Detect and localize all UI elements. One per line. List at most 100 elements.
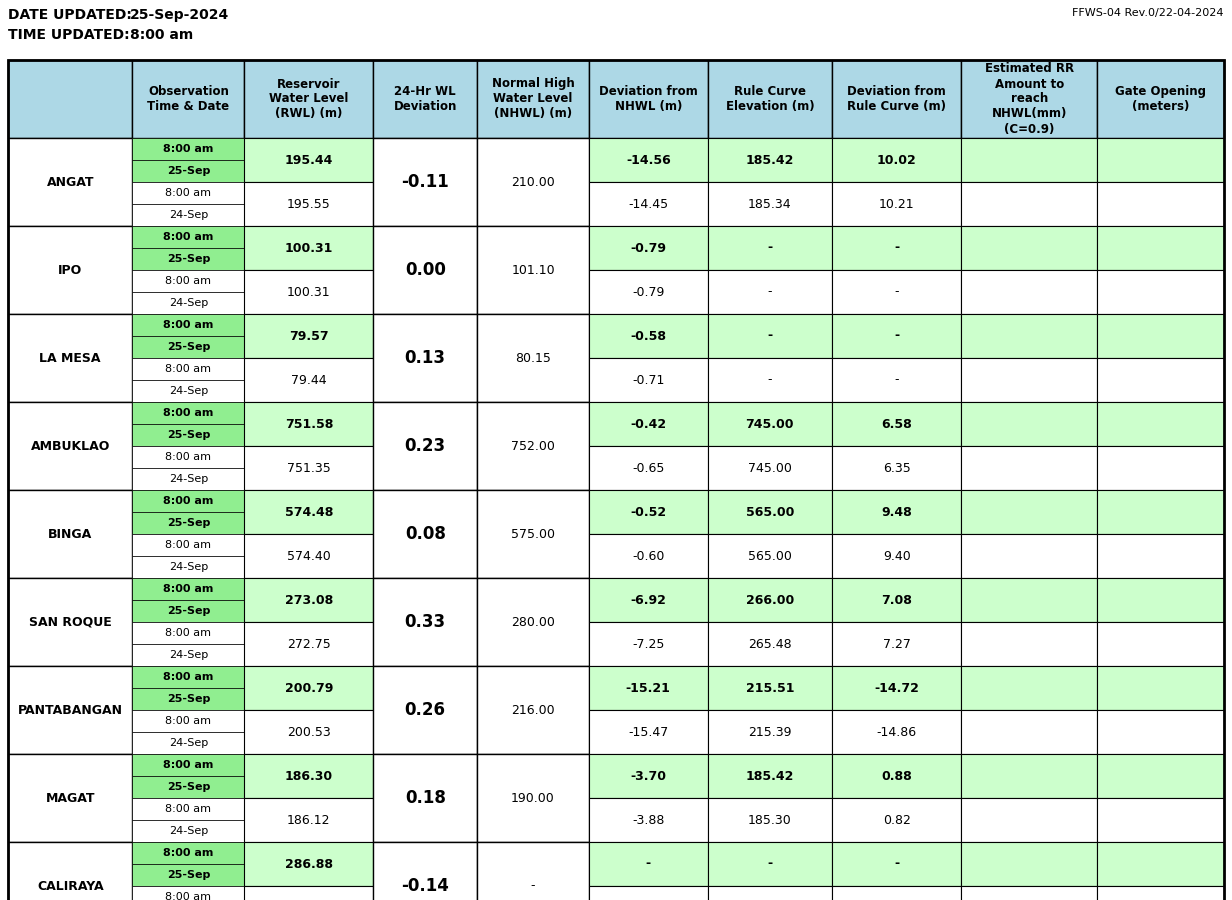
Bar <box>373 842 477 900</box>
Bar <box>707 754 832 798</box>
Text: 185.34: 185.34 <box>748 197 792 211</box>
Bar <box>832 182 961 226</box>
Bar <box>7 490 133 578</box>
Bar <box>133 204 244 226</box>
Text: 25-Sep: 25-Sep <box>166 342 211 352</box>
Text: CALIRAYA: CALIRAYA <box>37 879 103 893</box>
Bar <box>589 270 707 314</box>
Bar <box>133 732 244 754</box>
Text: 0.13: 0.13 <box>405 349 446 367</box>
Text: ANGAT: ANGAT <box>47 176 94 188</box>
Text: 751.58: 751.58 <box>285 418 333 430</box>
Bar <box>477 226 589 314</box>
Bar <box>133 182 244 204</box>
Text: 574.48: 574.48 <box>285 506 333 518</box>
Bar <box>244 314 373 358</box>
Bar <box>133 600 244 622</box>
Text: 9.40: 9.40 <box>883 550 910 562</box>
Bar <box>961 842 1098 886</box>
Bar <box>707 138 832 182</box>
Text: IPO: IPO <box>58 264 83 276</box>
Text: 8:00 am: 8:00 am <box>163 408 213 418</box>
Bar <box>1098 138 1225 182</box>
Bar <box>133 380 244 402</box>
Text: 215.39: 215.39 <box>748 725 792 739</box>
Bar <box>589 314 707 358</box>
Bar <box>133 886 244 900</box>
Text: 8:00 am: 8:00 am <box>165 892 212 900</box>
Bar <box>1098 534 1225 578</box>
Bar <box>133 336 244 358</box>
Bar <box>961 270 1098 314</box>
Text: -: - <box>894 374 899 386</box>
Bar <box>7 842 133 900</box>
Bar <box>832 798 961 842</box>
Bar <box>244 226 373 270</box>
Text: 10.02: 10.02 <box>877 154 917 166</box>
Bar <box>133 490 244 512</box>
Text: Deviation from
Rule Curve (m): Deviation from Rule Curve (m) <box>848 85 946 113</box>
Bar <box>707 446 832 490</box>
Text: 8:00 am: 8:00 am <box>131 28 193 42</box>
Bar <box>707 666 832 710</box>
Bar <box>589 182 707 226</box>
Text: 286.88: 286.88 <box>285 858 333 870</box>
Text: 0.18: 0.18 <box>405 789 446 807</box>
Text: -: - <box>894 858 899 870</box>
Text: MAGAT: MAGAT <box>46 791 95 805</box>
Bar <box>707 534 832 578</box>
Bar <box>832 534 961 578</box>
Text: AMBUKLAO: AMBUKLAO <box>31 439 110 453</box>
Bar <box>244 754 373 798</box>
Bar <box>133 644 244 666</box>
Text: -: - <box>894 285 899 299</box>
Bar <box>133 512 244 534</box>
Text: -0.65: -0.65 <box>632 462 664 474</box>
Bar <box>1098 490 1225 534</box>
Text: -3.88: -3.88 <box>632 814 664 826</box>
Bar <box>1098 886 1225 900</box>
Text: 266.00: 266.00 <box>745 593 793 607</box>
Text: 24-Sep: 24-Sep <box>169 298 208 308</box>
Text: 210.00: 210.00 <box>511 176 554 188</box>
Bar <box>832 666 961 710</box>
Bar <box>133 226 244 248</box>
Text: -0.11: -0.11 <box>402 173 450 191</box>
Text: 24-Hr WL
Deviation: 24-Hr WL Deviation <box>393 85 457 113</box>
Text: 25-Sep: 25-Sep <box>166 166 211 176</box>
Text: LA MESA: LA MESA <box>39 352 101 365</box>
Bar <box>832 270 961 314</box>
Text: 565.00: 565.00 <box>748 550 792 562</box>
Bar <box>589 138 707 182</box>
Text: 0.33: 0.33 <box>404 613 446 631</box>
Bar <box>832 358 961 402</box>
Text: 80.15: 80.15 <box>515 352 551 365</box>
Bar <box>1098 446 1225 490</box>
Bar <box>961 226 1098 270</box>
Bar <box>961 578 1098 622</box>
Bar <box>133 666 244 688</box>
Text: 8:00 am: 8:00 am <box>165 276 212 286</box>
Bar <box>707 578 832 622</box>
Text: -7.25: -7.25 <box>632 637 664 651</box>
Bar <box>373 138 477 226</box>
Text: 8:00 am: 8:00 am <box>165 804 212 814</box>
Text: -0.60: -0.60 <box>632 550 664 562</box>
Bar <box>707 60 832 138</box>
Bar <box>477 314 589 402</box>
Text: 280.00: 280.00 <box>511 616 554 628</box>
Bar <box>589 226 707 270</box>
Bar <box>133 270 244 292</box>
Bar <box>133 864 244 886</box>
Text: -14.56: -14.56 <box>626 154 670 166</box>
Bar <box>589 710 707 754</box>
Bar <box>133 534 244 556</box>
Text: 574.40: 574.40 <box>287 550 330 562</box>
Bar <box>707 226 832 270</box>
Bar <box>832 138 961 182</box>
Text: 272.75: 272.75 <box>287 637 330 651</box>
Bar <box>832 490 961 534</box>
Text: 8:00 am: 8:00 am <box>163 496 213 506</box>
Bar <box>133 314 244 336</box>
Bar <box>589 446 707 490</box>
